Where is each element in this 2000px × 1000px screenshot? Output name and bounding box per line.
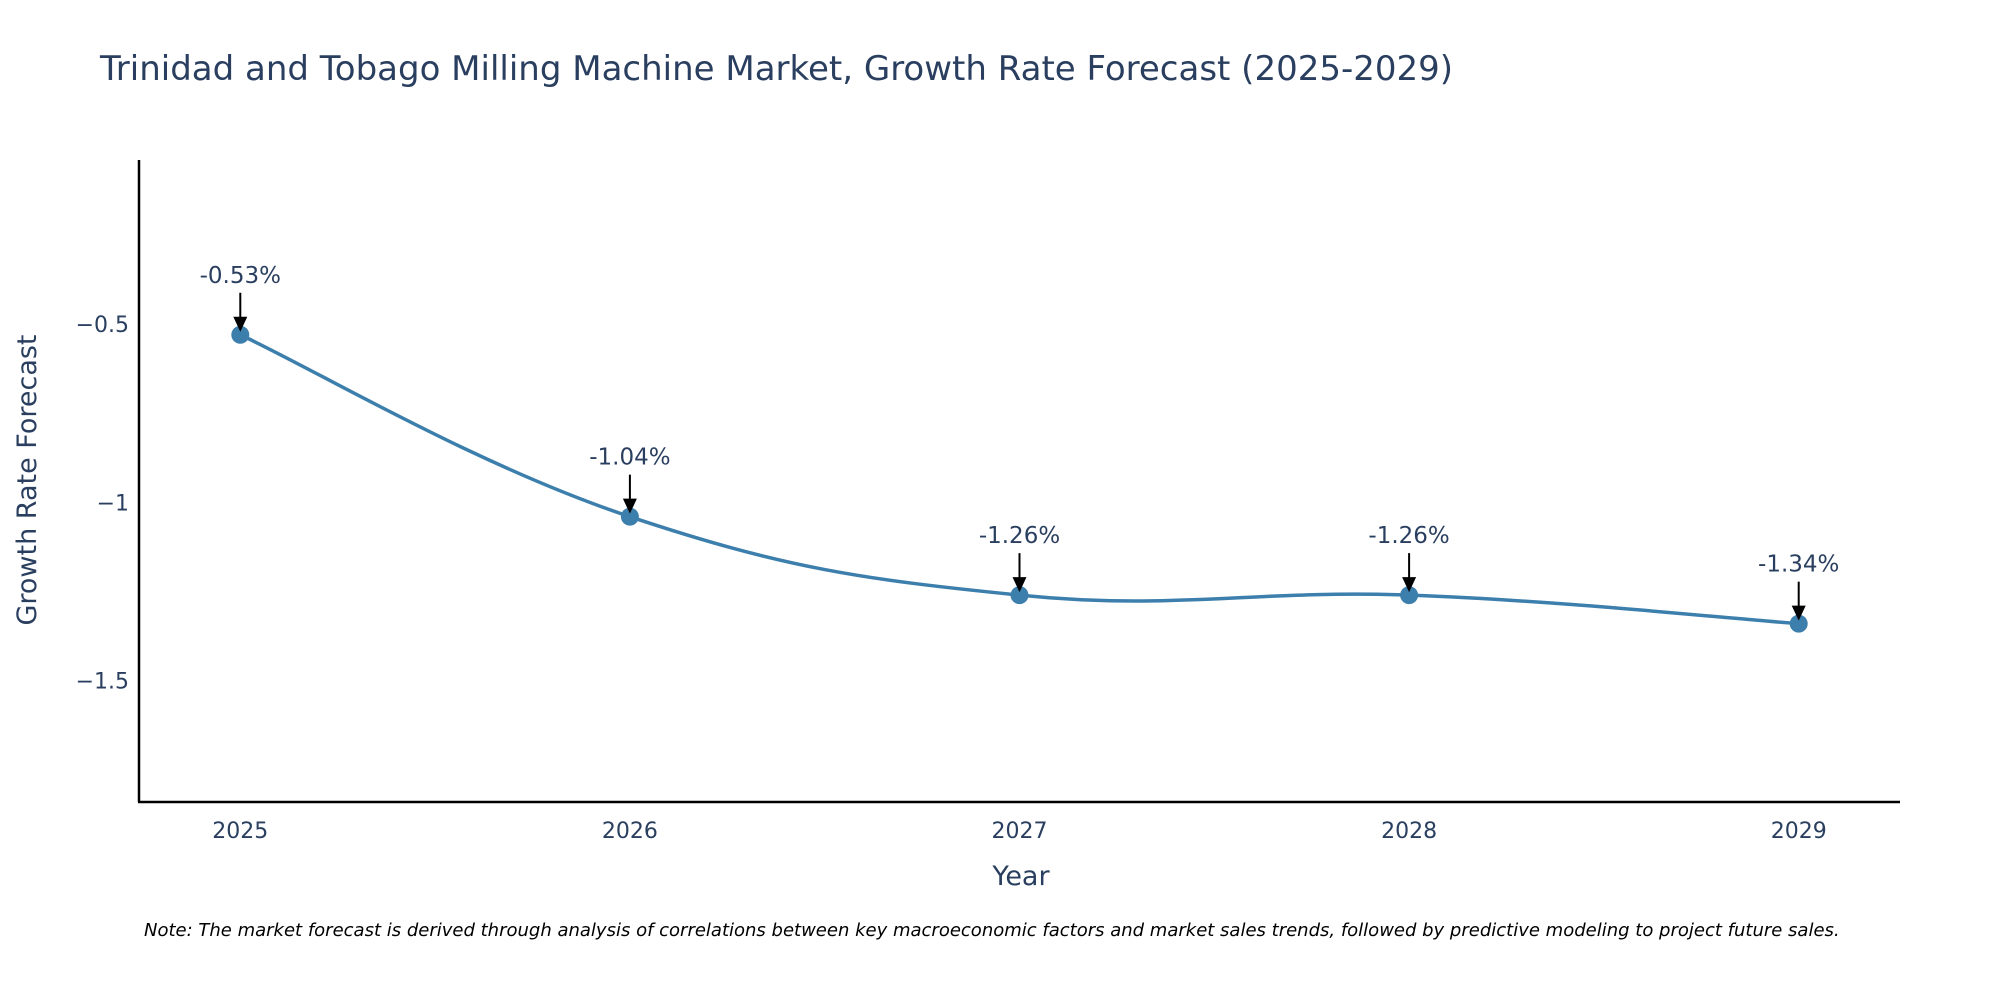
data-annotation: -0.53% [200,263,281,332]
data-label: -1.26% [979,523,1060,549]
data-labels: -0.53% -1.04% -1.26% -1.26% -1.34% [200,263,1839,621]
y-tick-label: −1 [97,491,129,516]
data-label: -1.26% [1368,523,1449,549]
x-tick-label: 2027 [992,819,1048,844]
data-label: -0.53% [200,263,281,289]
data-point[interactable] [1400,586,1419,605]
footnote: Note: The market forecast is derived thr… [144,920,1840,941]
annotation-arrow-head [1012,577,1027,593]
x-tick-labels: 2025 2026 2027 2028 2029 [212,819,1826,844]
data-points [231,325,1808,633]
y-tick-label: −0.5 [76,313,129,338]
data-point[interactable] [1010,586,1029,605]
y-axis-title: Growth Rate Forecast [12,334,43,625]
data-label: -1.04% [589,445,670,471]
chart-title: Trinidad and Tobago Milling Machine Mark… [99,49,1453,89]
y-tick-label: −1.5 [76,670,129,695]
annotation-arrow-head [1402,577,1417,593]
data-annotation: -1.26% [1368,523,1450,593]
x-tick-label: 2025 [212,819,268,844]
annotation-arrow-head [622,498,637,514]
x-axis-title: Year [991,861,1050,892]
y-tick-labels: −0.5 −1 −1.5 [76,313,129,695]
annotation-arrow-head [233,316,248,332]
x-tick-label: 2028 [1381,819,1437,844]
data-annotation: -1.34% [1758,552,1839,621]
x-tick-label: 2026 [602,819,658,844]
data-point[interactable] [231,325,250,344]
x-tick-label: 2029 [1771,819,1827,844]
data-annotation: -1.04% [589,445,671,514]
data-label: -1.34% [1758,552,1839,578]
annotation-arrow-head [1791,605,1806,621]
data-point[interactable] [620,507,639,526]
data-annotation: -1.26% [979,523,1060,593]
data-point[interactable] [1789,614,1808,633]
